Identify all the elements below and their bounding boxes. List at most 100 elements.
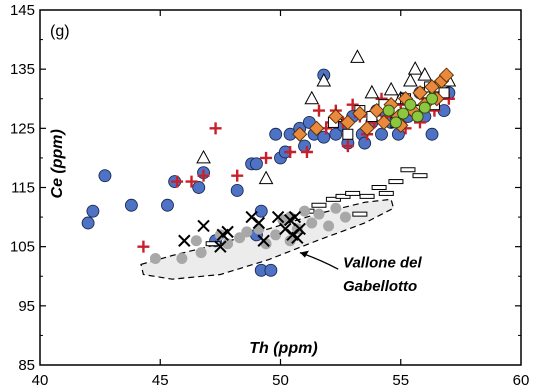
red-plus-point [231, 169, 244, 182]
green-circle-point [404, 98, 417, 111]
orange-diamond-point [412, 85, 428, 101]
panel-label: (g) [50, 23, 70, 40]
green-circle-point [411, 110, 424, 123]
blue-circle-point [161, 198, 174, 212]
gray-circle-point [190, 235, 202, 247]
y-tick-label: 85 [18, 357, 35, 374]
open-dash-point [378, 190, 394, 196]
black-cross-point [288, 210, 302, 224]
gray-circle-point [270, 229, 282, 241]
open-triangle-point [403, 72, 418, 87]
open-dash-point [335, 193, 351, 199]
y-tick-label: 95 [18, 298, 35, 315]
blue-circle-point [86, 204, 100, 218]
black-cross-point [252, 216, 266, 230]
x-tick-label: 55 [392, 372, 409, 389]
open-triangle-point [316, 72, 332, 87]
red-plus-point [284, 146, 297, 158]
black-cross-point [257, 234, 270, 247]
gray-circle-point [253, 223, 265, 235]
blue-circle-point [254, 204, 268, 218]
black-cross-point [293, 222, 306, 236]
x-tick-label: 45 [152, 372, 169, 389]
open-triangle-point [417, 67, 433, 81]
open-triangle-point [196, 149, 211, 164]
open-dash-point [325, 196, 341, 202]
data-points-layer [81, 49, 457, 277]
blue-circle-point [250, 157, 263, 171]
gray-circle-point [323, 220, 335, 232]
open-triangle-point [383, 81, 399, 96]
annotation-group: Vallone del Gabellotto [299, 250, 422, 295]
blue-circle-point [329, 127, 343, 141]
annotation-line-2: Gabellotto [343, 278, 417, 295]
red-plus-point [185, 175, 198, 188]
red-plus-point [300, 146, 313, 158]
red-plus-point [209, 122, 222, 135]
red-plus-point [346, 98, 359, 111]
axis-ticks: 40 45 50 55 60 85 95 105 115 125 135 145 [10, 2, 529, 389]
open-square-point [438, 87, 450, 99]
green-circle-point [418, 101, 431, 114]
orange-diamond-point [376, 114, 392, 131]
green-circle-point [389, 116, 402, 129]
open-dash-point [388, 179, 404, 185]
open-triangle-point [364, 84, 380, 99]
green-circle-point [397, 107, 410, 120]
annotation-arrowhead [299, 250, 309, 258]
red-plus-point [171, 175, 184, 188]
x-tick-label: 60 [513, 372, 530, 389]
open-square-point [342, 128, 354, 140]
red-plus-point [137, 240, 150, 253]
gray-circle-point [330, 202, 342, 214]
black-cross-point [178, 234, 191, 247]
gray-circle-point [313, 208, 325, 220]
blue-circle-point [81, 216, 95, 230]
gray-circle-point [176, 253, 188, 264]
annotation-line-1: Vallone del [343, 254, 422, 271]
blue-circle-point [264, 263, 278, 277]
x-axis-title: Th (ppm) [249, 340, 317, 357]
red-plus-point [341, 140, 354, 153]
open-dash-point [352, 211, 368, 217]
open-triangle-point [304, 90, 320, 105]
blue-circle-point [269, 127, 283, 141]
blue-circle-point [298, 139, 311, 153]
gray-circle-point [149, 253, 161, 264]
orange-diamond-point [369, 102, 385, 119]
orange-diamond-point [292, 126, 308, 142]
black-cross-point [214, 240, 227, 253]
gray-circle-point [241, 226, 253, 238]
open-dash-point [412, 173, 428, 179]
open-dash-point [359, 193, 375, 199]
red-plus-point [197, 169, 210, 182]
y-axis-title: Ce (ppm) [49, 129, 66, 198]
y-tick-label: 115 [11, 180, 35, 197]
blue-circle-point [317, 130, 331, 144]
black-cross-point [291, 231, 304, 244]
red-plus-point [312, 104, 325, 117]
blue-circle-point [192, 181, 206, 194]
x-tick-label: 50 [272, 372, 289, 389]
open-triangle-point [350, 49, 365, 63]
black-cross-point [197, 219, 210, 233]
y-tick-label: 105 [10, 239, 35, 256]
open-triangle-point [407, 61, 423, 75]
blue-circle-point [98, 169, 112, 183]
blue-circle-point [230, 184, 244, 197]
black-cross-point [271, 210, 285, 224]
blue-circle-point [358, 136, 372, 150]
blue-circle-point [124, 198, 138, 212]
gray-circle-point [306, 217, 318, 229]
open-dash-point [205, 241, 221, 247]
blue-circle-point [425, 127, 439, 141]
green-circle-point [426, 92, 438, 105]
gray-circle-point [195, 247, 207, 259]
red-plus-point [260, 151, 273, 164]
orange-diamond-point [438, 67, 455, 83]
open-dash-point [371, 185, 387, 190]
y-tick-label: 145 [10, 2, 35, 19]
y-tick-label: 125 [10, 120, 35, 137]
gray-circle-point [299, 205, 311, 217]
